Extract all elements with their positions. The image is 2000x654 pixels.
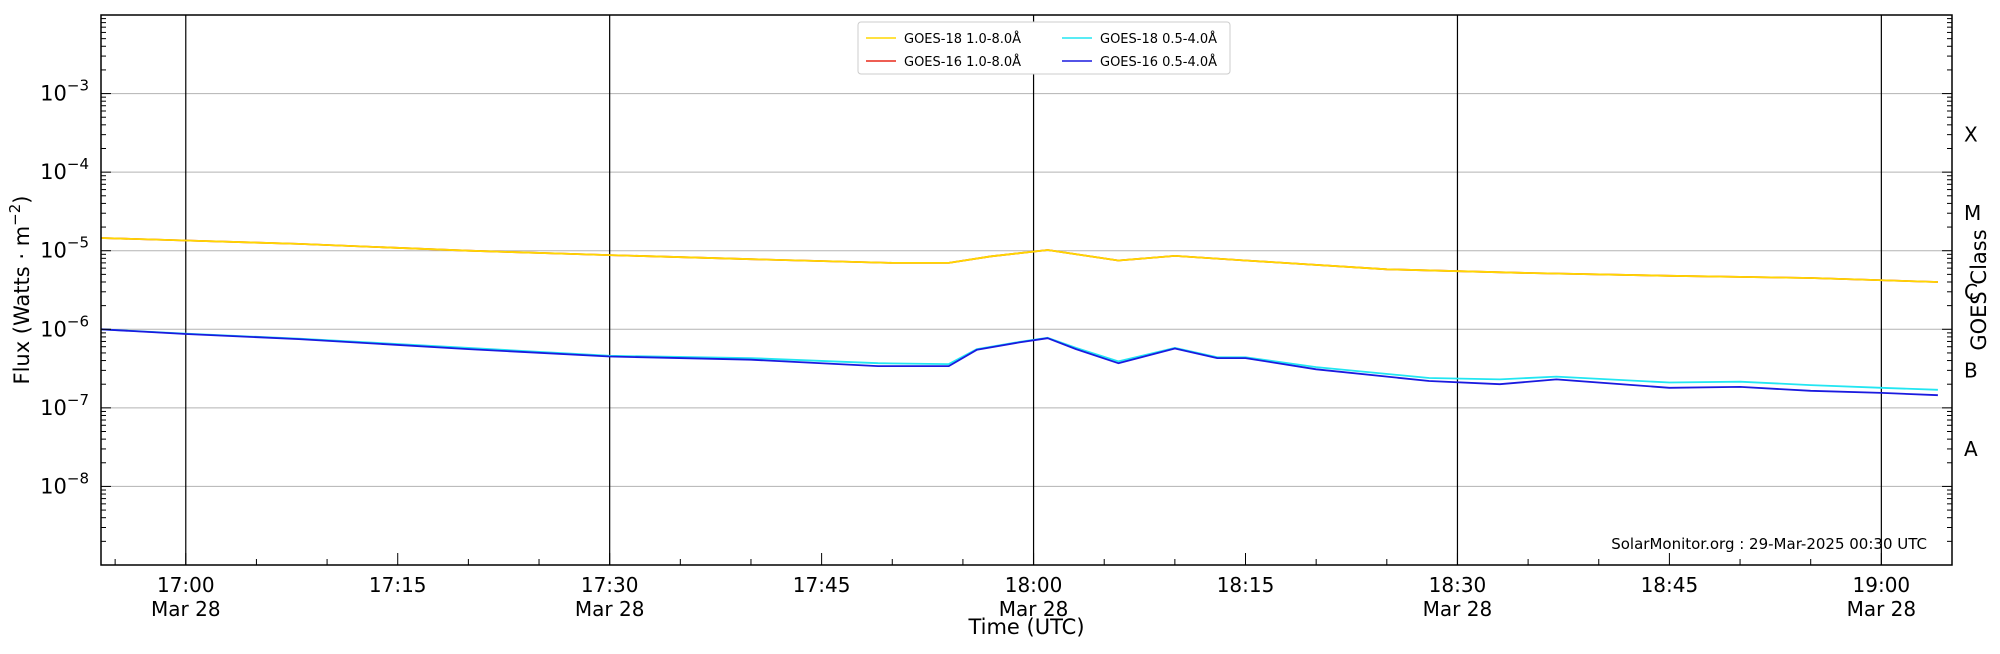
legend-label: GOES-18 1.0-8.0Å xyxy=(904,31,1021,47)
y-tick-label: 10−3 xyxy=(40,77,89,106)
goes-class-label: A xyxy=(1964,437,1978,461)
y-axis-title: Flux (Watts · m−2) xyxy=(6,195,34,384)
goes-class-label: M xyxy=(1964,201,1981,225)
credit-text: SolarMonitor.org : 29-Mar-2025 00:30 UTC xyxy=(1611,535,1927,553)
x-tick-label: 17:00 xyxy=(157,573,215,597)
goes-class-label: X xyxy=(1964,123,1978,147)
y-axis-ticks: 10−8 10−7 10−6 10−5 10−4 10−3 xyxy=(40,18,1952,542)
legend-label: GOES-18 0.5-4.0Å xyxy=(1100,31,1217,47)
x-tick-label: 18:30 xyxy=(1429,573,1487,597)
plot-frame xyxy=(100,14,1953,566)
x-tick-label: 18:00 xyxy=(1005,573,1063,597)
series-line xyxy=(100,237,1938,283)
y-tick-label: 10−8 xyxy=(40,469,89,498)
y-tick-label: 10−4 xyxy=(40,155,89,184)
legend-box xyxy=(857,21,1231,75)
x-tick-date: Mar 28 xyxy=(999,597,1069,621)
series-line xyxy=(100,328,1938,397)
legend-label: GOES-16 0.5-4.0Å xyxy=(1100,54,1217,70)
goes-class-label: C xyxy=(1964,280,1978,304)
x-tick-label: 18:45 xyxy=(1641,573,1699,597)
legend: GOES-18 1.0-8.0Å GOES-16 1.0-8.0Å GOES-18 … xyxy=(857,21,1231,75)
x-tick-date: Mar 28 xyxy=(1847,597,1917,621)
grid-layer xyxy=(101,93,1952,487)
x-tick-date: Mar 28 xyxy=(575,597,645,621)
series-layer xyxy=(100,237,1938,397)
y-tick-label: 10−6 xyxy=(40,312,89,341)
y-tick-label: 10−7 xyxy=(40,391,89,420)
right-axis-title: GOES Class xyxy=(1967,229,1991,350)
x-tick-date: Mar 28 xyxy=(1423,597,1493,621)
goes-class-labels: A B C M X xyxy=(1964,123,1981,461)
x-tick-label: 18:15 xyxy=(1217,573,1275,597)
x-axis-title: Time (UTC) xyxy=(967,615,1084,639)
series-line xyxy=(100,328,1938,391)
legend-label: GOES-16 1.0-8.0Å xyxy=(904,54,1021,70)
x-tick-label: 17:30 xyxy=(581,573,639,597)
x-tick-label: 17:15 xyxy=(369,573,427,597)
y-tick-label: 10−5 xyxy=(40,234,89,263)
x-tick-date: Mar 28 xyxy=(151,597,221,621)
goes-class-label: B xyxy=(1964,358,1978,382)
x-tick-label: 17:45 xyxy=(793,573,851,597)
major-time-lines xyxy=(185,15,1882,565)
x-tick-label: 19:00 xyxy=(1853,573,1911,597)
